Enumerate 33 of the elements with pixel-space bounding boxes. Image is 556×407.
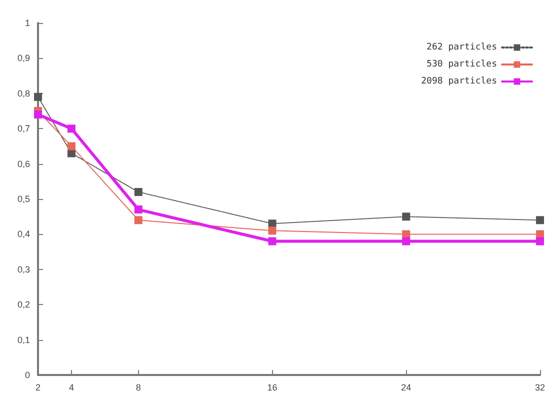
x-tick-label: 24 (401, 382, 412, 392)
legend-label: 2098 particles (421, 76, 497, 86)
legend-label: 262 particles (426, 42, 497, 52)
point (34, 92, 42, 101)
x-tick-label: 2 (35, 382, 41, 392)
point (67, 124, 76, 133)
y-tick-label: 0,4 (17, 229, 30, 240)
point (536, 216, 544, 224)
x-tick-label: 8 (136, 382, 141, 392)
x-tick-label: 16 (267, 382, 278, 392)
y-tick-label: 0,2 (17, 300, 30, 310)
y-tick-label: 0,7 (17, 124, 30, 134)
y-tick-label: 1 (24, 18, 30, 28)
point (67, 142, 76, 150)
y-tick-label: 0 (24, 370, 30, 380)
point (134, 206, 142, 214)
point (134, 188, 142, 196)
x-tick-label: 32 (534, 382, 545, 392)
point (402, 212, 410, 221)
legend-label: 530 particles (426, 60, 497, 70)
y-tick-label: 0,3 (17, 264, 30, 274)
point (134, 216, 142, 224)
point (268, 237, 276, 246)
y-tick-label: 0,9 (17, 53, 30, 64)
x-tick-label: 4 (68, 382, 74, 392)
point (34, 110, 42, 119)
y-tick-label: 0,5 (17, 194, 30, 204)
point (536, 237, 544, 246)
point (402, 237, 410, 246)
y-tick-label: 0,8 (17, 88, 30, 98)
point (268, 226, 276, 235)
y-tick-label: 0,6 (17, 158, 30, 169)
y-tick-label: 0,1 (17, 334, 30, 345)
